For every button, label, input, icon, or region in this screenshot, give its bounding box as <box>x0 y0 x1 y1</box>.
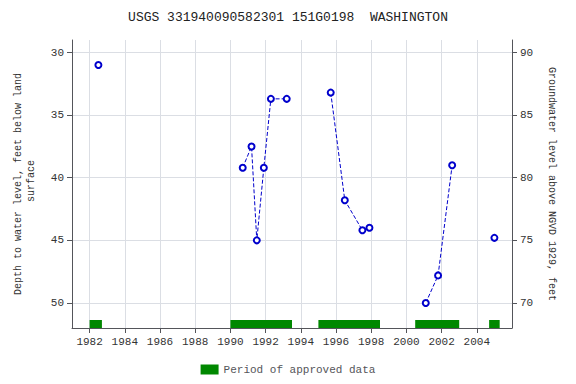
svg-text:Period of approved data: Period of approved data <box>224 364 376 376</box>
svg-text:1996: 1996 <box>323 336 349 348</box>
svg-text:1994: 1994 <box>288 336 315 348</box>
svg-text:2000: 2000 <box>393 336 419 348</box>
svg-text:1998: 1998 <box>358 336 384 348</box>
svg-text:35: 35 <box>51 109 64 121</box>
svg-text:surface: surface <box>26 160 37 208</box>
svg-text:2004: 2004 <box>464 336 491 348</box>
svg-text:50: 50 <box>51 297 64 309</box>
svg-text:1986: 1986 <box>147 336 173 348</box>
svg-text:75: 75 <box>520 234 533 246</box>
svg-text:1982: 1982 <box>76 336 102 348</box>
svg-text:USGS 331940090582301 151G0198: USGS 331940090582301 151G0198 WASHINGTON <box>128 10 448 25</box>
svg-text:80: 80 <box>520 172 533 184</box>
svg-text:85: 85 <box>520 109 533 121</box>
svg-text:Groundwater level above NGVD 1: Groundwater level above NGVD 1929, feet <box>546 67 557 301</box>
svg-text:2002: 2002 <box>428 336 454 348</box>
svg-text:45: 45 <box>51 234 64 246</box>
svg-text:1984: 1984 <box>112 336 139 348</box>
svg-text:70: 70 <box>520 297 533 309</box>
svg-text:Depth to water level, feet bel: Depth to water level, feet below land <box>13 73 24 295</box>
svg-text:40: 40 <box>51 172 64 184</box>
svg-text:1990: 1990 <box>217 336 243 348</box>
svg-text:1988: 1988 <box>182 336 208 348</box>
svg-text:1992: 1992 <box>252 336 278 348</box>
svg-text:90: 90 <box>520 47 533 59</box>
svg-text:30: 30 <box>51 47 64 59</box>
